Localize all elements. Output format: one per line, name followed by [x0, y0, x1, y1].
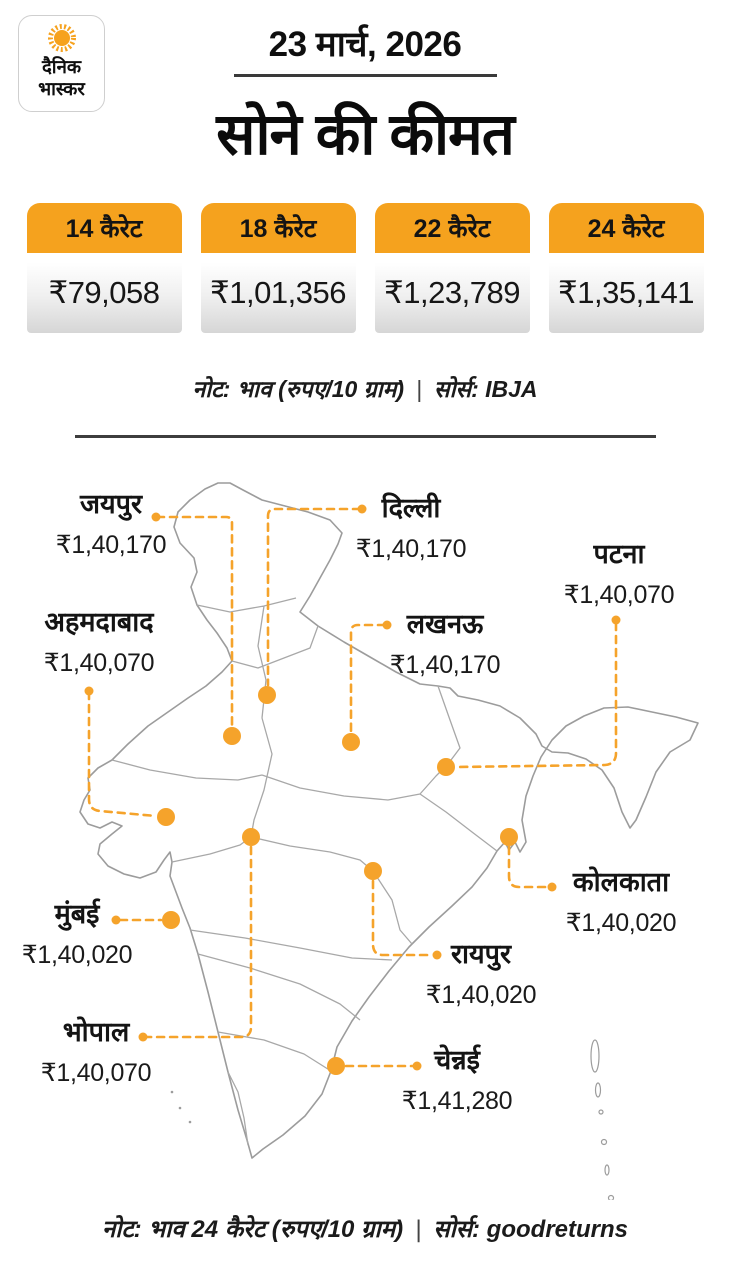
city-name: चेन्नई — [434, 1045, 480, 1075]
leader-end-dots — [84, 504, 621, 1071]
india-map-section: जयपुर ₹1,40,170 दिल्ली ₹1,40,170 पटना ₹1… — [0, 455, 730, 1200]
city-dot-lucknow — [342, 733, 360, 751]
state-boundaries — [111, 597, 498, 1146]
city-name: जयपुर — [79, 489, 143, 519]
city-price: ₹1,40,170 — [55, 531, 167, 559]
note-source: सोर्स: IBJA — [434, 376, 538, 402]
date-block: 23 मार्च, 2026 — [0, 20, 730, 77]
karat-price: ₹1,01,356 — [200, 253, 356, 333]
page-title: सोने की कीमत — [216, 102, 515, 167]
city-label-raipur: रायपुर ₹1,40,020 — [426, 937, 537, 1010]
leader-dot-raipur — [432, 950, 442, 960]
leader-dot-lucknow — [382, 620, 392, 630]
city-dots — [157, 686, 518, 1075]
city-dot-raipur — [364, 862, 382, 880]
logo-text-line1: दैनिक — [41, 56, 82, 77]
karat-label: 24 कैरेट — [548, 203, 704, 253]
leader-patna — [454, 621, 618, 769]
city-dot-patna — [437, 758, 455, 776]
karat-price: ₹1,35,141 — [548, 253, 704, 333]
leader-kolkata — [507, 845, 549, 889]
dainik-bhaskar-logo: दैनिक भास्कर — [18, 15, 105, 112]
map-note: नोट: भाव 24 कैरेट (रुपए/10 ग्राम) | सोर्स:… — [0, 1212, 730, 1245]
city-name: कोलकाता — [572, 867, 670, 897]
city-dot-jaipur — [223, 727, 241, 745]
note-separator: | — [415, 1216, 422, 1243]
city-price: ₹1,40,070 — [40, 1059, 152, 1087]
city-label-ahmedabad: अहमदाबाद ₹1,40,070 — [44, 605, 155, 678]
leader-dot-mumbai — [111, 915, 121, 925]
city-name: भोपाल — [62, 1017, 130, 1047]
city-price: ₹1,40,020 — [21, 941, 133, 969]
city-price: ₹1,40,070 — [43, 649, 155, 677]
karat-label: 14 कैरेट — [26, 203, 182, 253]
karat-label: 22 कैरेट — [374, 203, 530, 253]
rate-card-18k: 18 कैरेट ₹1,01,356 — [200, 203, 356, 333]
city-label-mumbai: मुंबई ₹1,40,020 — [22, 897, 133, 970]
city-name: अहमदाबाद — [44, 607, 154, 637]
karat-label: 18 कैरेट — [200, 203, 356, 253]
city-label-jaipur: जयपुर ₹1,40,170 — [56, 487, 167, 560]
note-text: नोट: भाव 24 कैरेट (रुपए/10 ग्राम) — [101, 1216, 404, 1243]
city-dot-mumbai — [162, 911, 180, 929]
logo-text-line2: भास्कर — [38, 77, 85, 99]
leader-dot-bhopal — [138, 1032, 148, 1042]
city-dot-bhopal — [242, 828, 260, 846]
city-label-chennai: चेन्नई ₹1,41,280 — [402, 1043, 513, 1116]
sun-icon — [47, 24, 76, 52]
karat-price: ₹79,058 — [26, 253, 182, 333]
rate-card-24k: 24 कैरेट ₹1,35,141 — [548, 203, 704, 333]
leader-dot-kolkata — [547, 882, 557, 892]
leader-dot-patna — [611, 615, 621, 625]
leader-dot-jaipur — [151, 512, 161, 522]
city-name: मुंबई — [54, 899, 100, 929]
city-dot-chennai — [327, 1057, 345, 1075]
andaman-islands — [590, 1039, 615, 1200]
city-price: ₹1,41,280 — [401, 1087, 513, 1115]
karat-price: ₹1,23,789 — [374, 253, 530, 333]
rates-note: नोट: भाव (रुपए/10 ग्राम) | सोर्स: IBJA — [0, 372, 730, 404]
lakshadweep-islands — [170, 1090, 192, 1124]
leader-dot-chennai — [412, 1061, 422, 1071]
leader-dot-ahmedabad — [84, 686, 94, 696]
city-price: ₹1,40,020 — [565, 909, 677, 937]
leader-lucknow — [349, 623, 387, 734]
leader-lines — [87, 507, 618, 1068]
city-dot-delhi — [258, 686, 276, 704]
city-label-kolkata: कोलकाता ₹1,40,020 — [566, 865, 677, 938]
city-label-patna: पटना ₹1,40,070 — [564, 537, 675, 610]
city-label-lucknow: लखनऊ ₹1,40,170 — [390, 607, 501, 680]
leader-bhopal — [145, 845, 253, 1039]
leader-delhi — [266, 507, 362, 687]
note-separator: | — [416, 376, 423, 402]
city-name: लखनऊ — [406, 609, 484, 639]
india-map — [79, 482, 699, 1200]
note-text: नोट: भाव (रुपए/10 ग्राम) — [192, 376, 405, 402]
city-name: रायपुर — [450, 939, 512, 969]
city-dot-ahmedabad — [157, 808, 175, 826]
city-price: ₹1,40,070 — [563, 581, 675, 609]
leader-ahmedabad — [87, 690, 158, 818]
city-name: दिल्ली — [381, 493, 441, 523]
city-dot-kolkata — [500, 828, 518, 846]
city-price: ₹1,40,170 — [355, 535, 467, 563]
rate-card-14k: 14 कैरेट ₹79,058 — [26, 203, 182, 333]
leader-jaipur — [155, 515, 234, 728]
rate-card-22k: 22 कैरेट ₹1,23,789 — [374, 203, 530, 333]
city-label-bhopal: भोपाल ₹1,40,070 — [41, 1015, 152, 1088]
city-price: ₹1,40,170 — [389, 651, 501, 679]
note-source: सोर्स: goodreturns — [433, 1216, 629, 1243]
rate-cards-row: 14 कैरेट ₹79,058 18 कैरेट ₹1,01,356 22 क… — [0, 203, 730, 333]
section-divider — [75, 435, 656, 438]
city-label-delhi: दिल्ली ₹1,40,170 — [356, 491, 467, 564]
city-name: पटना — [593, 539, 645, 569]
city-price: ₹1,40,020 — [425, 981, 537, 1009]
date-underline — [233, 74, 497, 77]
date-text: 23 मार्च, 2026 — [268, 25, 462, 64]
leader-dot-delhi — [357, 504, 367, 514]
leader-raipur — [371, 879, 434, 957]
